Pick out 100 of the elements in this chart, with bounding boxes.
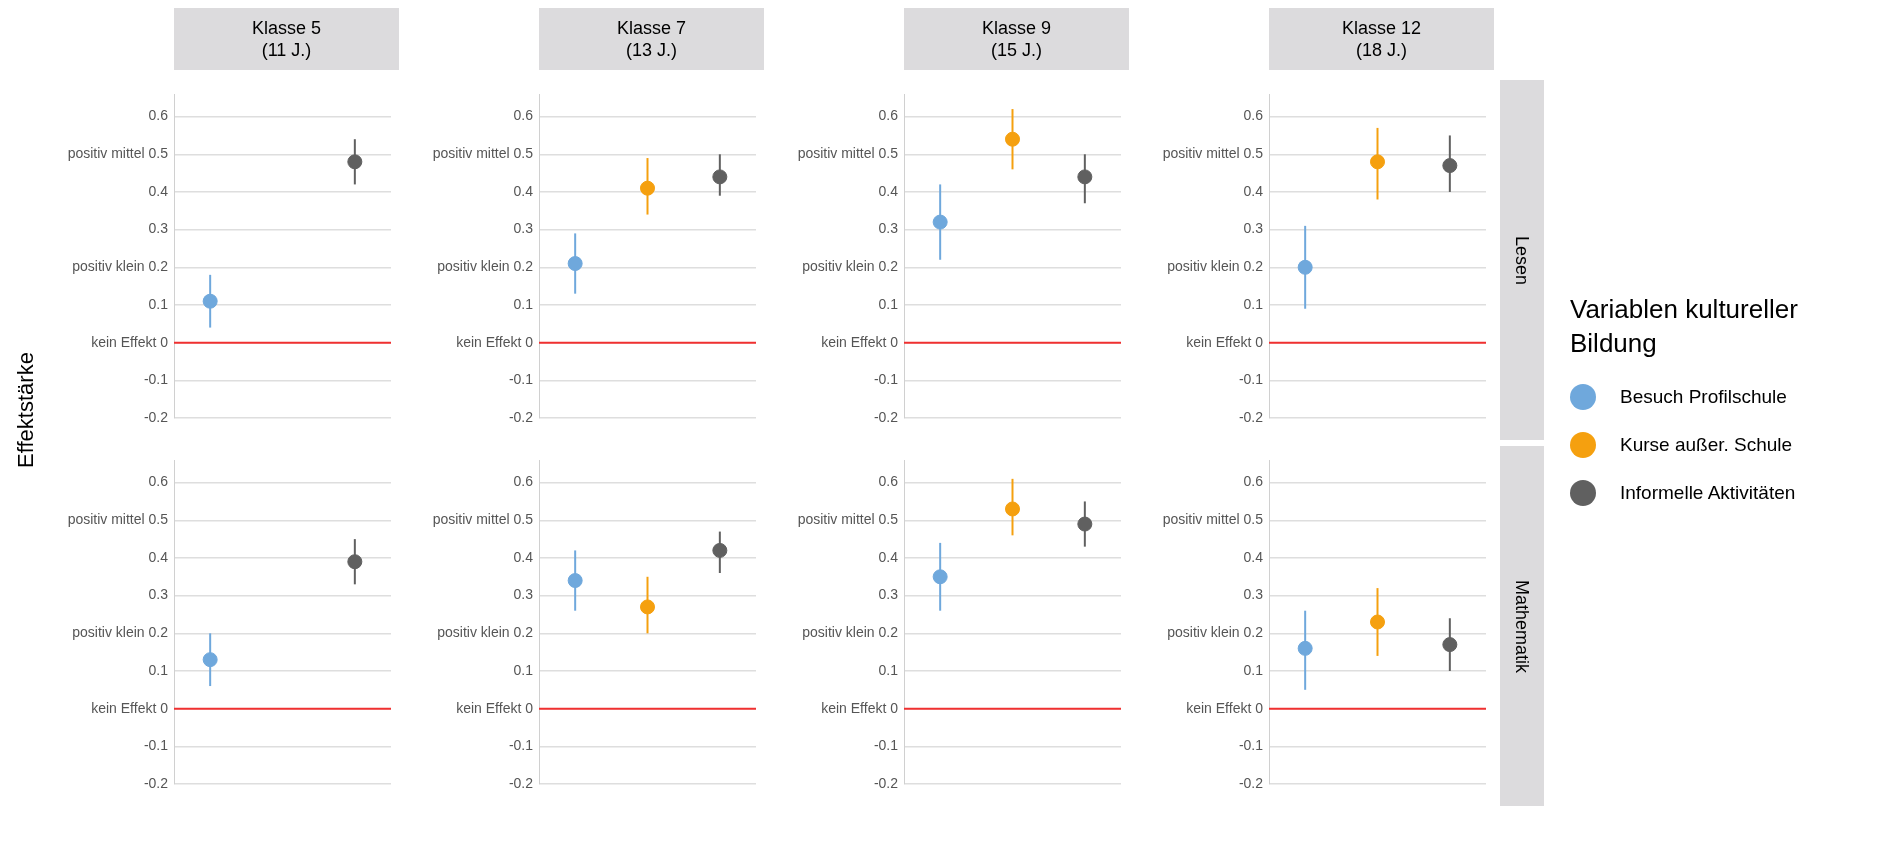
chart-title: Klasse 9 (15 J.) xyxy=(904,8,1129,70)
y-tick-label: -0.1 xyxy=(873,737,899,754)
y-tick-label: 0.4 xyxy=(513,548,534,565)
y-tick-label: 0.6 xyxy=(148,473,169,490)
y-tick-label: -0.2 xyxy=(508,408,534,425)
y-tick-label: 0.1 xyxy=(513,295,534,312)
y-tick-label: 0.3 xyxy=(513,586,534,603)
y-tick-label: 0.1 xyxy=(148,661,169,678)
y-tick-label: positiv mittel 0.5 xyxy=(1162,511,1264,528)
point xyxy=(1370,614,1385,630)
y-tick-label: 0.1 xyxy=(878,661,899,678)
y-tick-label: kein Effekt 0 xyxy=(91,333,169,350)
y-tick-label: positiv klein 0.2 xyxy=(802,624,899,641)
y-tick-label: kein Effekt 0 xyxy=(821,699,899,716)
point xyxy=(567,573,583,589)
point xyxy=(712,542,728,558)
legend-label: Besuch Profilschule xyxy=(1620,386,1787,408)
y-tick-label: -0.1 xyxy=(508,737,534,754)
y-tick-label: positiv klein 0.2 xyxy=(437,258,534,275)
y-tick-label: positiv mittel 0.5 xyxy=(67,145,169,162)
y-tick-label: positiv mittel 0.5 xyxy=(1162,145,1264,162)
y-tick-label: positiv mittel 0.5 xyxy=(432,145,534,162)
y-tick-label: positiv mittel 0.5 xyxy=(797,511,899,528)
point xyxy=(1077,516,1093,532)
chart-title: Klasse 5 (11 J.) xyxy=(174,8,399,70)
point xyxy=(1370,154,1385,170)
point xyxy=(932,214,948,230)
y-tick-label: positiv mittel 0.5 xyxy=(432,511,534,528)
y-tick-label: 0.6 xyxy=(513,107,534,124)
y-tick-label: 0.6 xyxy=(878,473,899,490)
y-tick-label: -0.2 xyxy=(873,408,899,425)
y-tick-label: positiv klein 0.2 xyxy=(1167,258,1264,275)
point xyxy=(1442,158,1458,174)
legend-label: Informelle Aktivitäten xyxy=(1620,482,1796,504)
y2-axis-title: Lesen xyxy=(1511,235,1533,285)
y-tick-label: -0.1 xyxy=(873,371,899,388)
point xyxy=(1005,131,1020,147)
y-tick-label: 0.4 xyxy=(878,182,899,199)
y-tick-label: -0.2 xyxy=(873,774,899,791)
y-tick-label: 0.4 xyxy=(878,548,899,565)
y-tick-label: positiv klein 0.2 xyxy=(72,258,169,275)
point xyxy=(567,256,583,272)
point xyxy=(1297,640,1313,656)
point xyxy=(1442,637,1458,653)
y-tick-label: 0.4 xyxy=(1243,182,1264,199)
y-tick-label: -0.2 xyxy=(143,774,169,791)
y-tick-label: kein Effekt 0 xyxy=(1186,699,1264,716)
y-tick-label: -0.2 xyxy=(143,408,169,425)
y-tick-label: 0.3 xyxy=(878,220,899,237)
legend-title: Variablen kultureller Bildung xyxy=(1570,293,1799,360)
y-tick-label: -0.1 xyxy=(1238,371,1264,388)
y-tick-label: 0.6 xyxy=(148,107,169,124)
chart-title: Klasse 7 (13 J.) xyxy=(539,8,764,70)
y-tick-label: 0.6 xyxy=(1243,473,1264,490)
y-tick-label: positiv klein 0.2 xyxy=(802,258,899,275)
y-tick-label: 0.6 xyxy=(878,107,899,124)
y-tick-label: 0.3 xyxy=(148,586,169,603)
point xyxy=(1005,501,1020,517)
y-tick-label: kein Effekt 0 xyxy=(456,333,534,350)
y-tick-label: positiv mittel 0.5 xyxy=(67,511,169,528)
y-tick-label: 0.3 xyxy=(878,586,899,603)
y-tick-label: positiv mittel 0.5 xyxy=(797,145,899,162)
y-tick-label: -0.1 xyxy=(143,371,169,388)
y2-axis-title: Mathematik xyxy=(1511,579,1533,673)
legend-label: Kurse außer. Schule xyxy=(1620,434,1793,456)
y-tick-label: 0.1 xyxy=(513,661,534,678)
point xyxy=(712,169,728,185)
y-tick-label: 0.4 xyxy=(513,182,534,199)
y-tick-label: positiv klein 0.2 xyxy=(1167,624,1264,641)
y-tick-label: 0.3 xyxy=(513,220,534,237)
y-tick-label: -0.1 xyxy=(143,737,169,754)
y-tick-label: 0.6 xyxy=(1243,107,1264,124)
y-tick-label: 0.3 xyxy=(1243,586,1264,603)
point xyxy=(640,180,655,196)
y-tick-label: -0.1 xyxy=(1238,737,1264,754)
y-tick-label: 0.6 xyxy=(513,473,534,490)
y-tick-label: -0.2 xyxy=(1238,408,1264,425)
point xyxy=(1297,259,1313,275)
y-tick-label: 0.1 xyxy=(878,295,899,312)
y-tick-label: kein Effekt 0 xyxy=(821,333,899,350)
point xyxy=(1077,169,1093,185)
y-tick-label: -0.1 xyxy=(508,371,534,388)
y-axis-title: Effektstärke xyxy=(13,352,39,468)
y-tick-label: 0.1 xyxy=(148,295,169,312)
y-tick-label: 0.4 xyxy=(1243,548,1264,565)
y-tick-label: positiv klein 0.2 xyxy=(437,624,534,641)
y-tick-label: 0.1 xyxy=(1243,661,1264,678)
chart-title: Klasse 12 (18 J.) xyxy=(1269,8,1494,70)
y-tick-label: 0.4 xyxy=(148,182,169,199)
y-tick-label: positiv klein 0.2 xyxy=(72,624,169,641)
y-tick-label: 0.1 xyxy=(1243,295,1264,312)
y-tick-label: kein Effekt 0 xyxy=(456,699,534,716)
y-tick-label: kein Effekt 0 xyxy=(91,699,169,716)
point xyxy=(932,569,948,585)
y-tick-label: 0.4 xyxy=(148,548,169,565)
y-tick-label: -0.2 xyxy=(508,774,534,791)
y-tick-label: -0.2 xyxy=(1238,774,1264,791)
y-tick-label: kein Effekt 0 xyxy=(1186,333,1264,350)
y-tick-label: 0.3 xyxy=(148,220,169,237)
y-tick-label: 0.3 xyxy=(1243,220,1264,237)
